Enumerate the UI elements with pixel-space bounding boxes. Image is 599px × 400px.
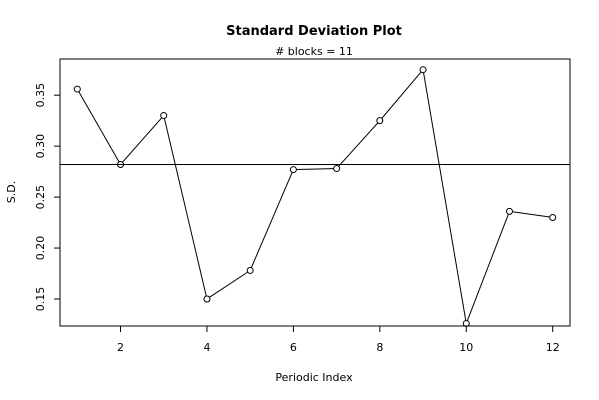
data-point [117, 160, 125, 168]
series-layer [73, 66, 557, 327]
series-segment [78, 91, 120, 163]
plot-frame [59, 58, 571, 327]
data-point [419, 66, 427, 74]
data-point [73, 85, 81, 93]
y-axis-label: S.D. [5, 181, 18, 203]
x-tick-label: 4 [203, 341, 210, 354]
x-tick-label: 2 [117, 341, 124, 354]
series-segment [122, 117, 163, 163]
y-axis: 0.15 0.20 0.25 0.30 0.35 [34, 83, 60, 311]
series-segment [209, 271, 248, 298]
y-tick-label: 0.15 [34, 287, 47, 312]
data-point [549, 213, 557, 221]
series-segment [423, 72, 467, 321]
series-segment [512, 211, 550, 218]
data-point [462, 319, 470, 327]
series-segment [466, 213, 509, 321]
y-tick-label: 0.20 [34, 236, 47, 261]
chart-title: Standard Deviation Plot [226, 24, 402, 39]
series-segment [250, 172, 293, 268]
data-point [203, 295, 211, 303]
x-tick-label: 12 [546, 341, 560, 354]
x-tick-label: 8 [376, 341, 383, 354]
x-axis-label: Periodic Index [275, 371, 353, 384]
data-point [333, 165, 341, 173]
data-point [505, 207, 513, 215]
data-point [376, 117, 384, 125]
series-segment [163, 118, 207, 297]
x-tick-label: 10 [459, 341, 473, 354]
series-segment [338, 122, 379, 167]
x-axis: 2 4 6 8 10 12 [117, 326, 560, 354]
chart-subtitle: # blocks = 11 [275, 45, 353, 58]
data-point [160, 112, 168, 120]
x-tick-label: 6 [290, 341, 297, 354]
y-tick-label: 0.35 [34, 83, 47, 108]
y-tick-label: 0.25 [34, 185, 47, 210]
data-point [246, 266, 254, 274]
series-segment [381, 71, 422, 119]
series-segment [296, 168, 334, 170]
data-point [289, 166, 297, 174]
y-tick-label: 0.30 [34, 134, 47, 159]
